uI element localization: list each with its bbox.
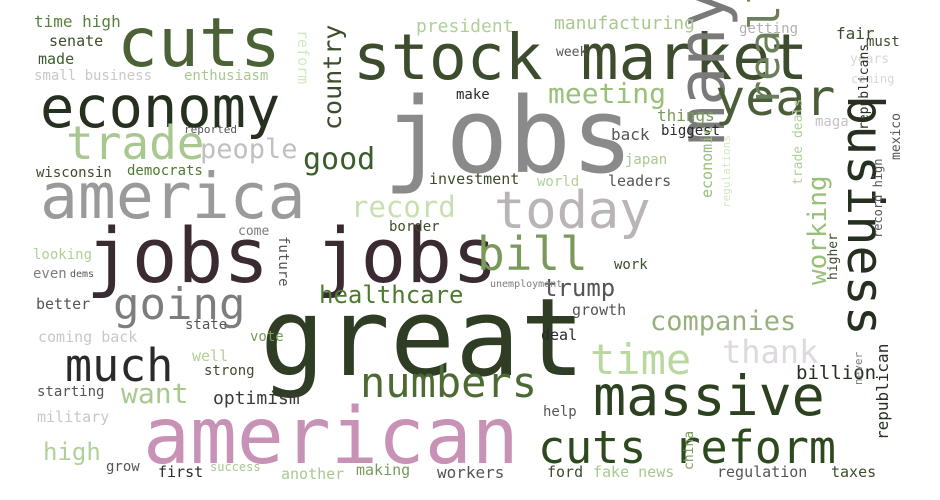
cloud-word: much [65, 339, 174, 392]
cloud-word: maga [815, 114, 849, 130]
cloud-word: military [37, 408, 110, 426]
cloud-word: looking [33, 247, 93, 263]
cloud-word: help [543, 404, 577, 420]
cloud-word: border [389, 219, 440, 235]
cloud-word: work [614, 257, 648, 273]
cloud-word: bill [477, 227, 588, 281]
cloud-word: higher [826, 233, 841, 280]
cloud-word: things [657, 106, 715, 125]
cloud-word: american [143, 392, 519, 482]
cloud-word: workers [437, 463, 505, 482]
cloud-word: ford [547, 463, 584, 481]
cloud-word: future [275, 236, 291, 287]
cloud-word: vote [250, 329, 284, 345]
cloud-word: taxes [831, 463, 877, 481]
cloud-word: economy [40, 75, 281, 141]
cloud-word: starting [37, 384, 105, 400]
cloud-word: growth [572, 301, 627, 319]
cloud-word: biggest [661, 123, 721, 139]
cloud-word: coming [851, 72, 895, 86]
cloud-word: optimism [213, 388, 300, 409]
cloud-word: meeting [548, 77, 667, 110]
cloud-word: time high [34, 12, 121, 31]
cloud-word: reform [294, 30, 312, 85]
cloud-word: come [238, 224, 270, 239]
cloud-word: healthcare [319, 281, 464, 309]
cloud-word: grow [106, 459, 140, 475]
cloud-word: fake news [593, 463, 675, 481]
cloud-word: manufacturing [554, 13, 695, 34]
cloud-word: fair [836, 24, 875, 43]
cloud-word: numbers [360, 358, 538, 407]
cloud-word: leaders [608, 172, 672, 190]
cloud-word: trump [543, 274, 616, 302]
cloud-word: trade deals [791, 98, 806, 185]
cloud-word: strong [204, 363, 255, 379]
cloud-word: success [210, 460, 261, 474]
cloud-word: republican [873, 343, 892, 440]
cloud-word: jobs jobs [86, 211, 498, 300]
cloud-word: senate [49, 32, 104, 50]
cloud-word: time [590, 335, 692, 384]
cloud-word: democrats [127, 163, 203, 179]
cloud-word: cuts [117, 4, 281, 83]
cloud-word: thank [722, 333, 819, 371]
cloud-word: cuts reform [538, 421, 837, 474]
cloud-word: wisconsin [36, 165, 112, 181]
cloud-word: enthusiasm [184, 68, 269, 84]
cloud-word: regulation [717, 463, 808, 481]
cloud-word: small business [34, 68, 153, 84]
cloud-word: stock market [353, 21, 809, 94]
cloud-word: must [866, 34, 900, 50]
cloud-word: investment [429, 170, 520, 188]
cloud-word: week [556, 45, 588, 60]
cloud-word: coming back [38, 328, 138, 346]
cloud-word: world [537, 174, 580, 190]
cloud-word: today [494, 181, 651, 241]
cloud-word: regulations [720, 135, 733, 208]
cloud-word: mexico [889, 113, 904, 160]
cloud-word: deal [541, 326, 578, 344]
cloud-word: well [192, 347, 229, 365]
cloud-word: good [303, 142, 376, 177]
cloud-word: first [158, 463, 204, 481]
cloud-word: state [185, 317, 228, 333]
cloud-word: republicans [857, 43, 872, 130]
cloud-word: people [200, 134, 298, 165]
cloud-word: years [850, 52, 890, 67]
cloud-word: dems [70, 269, 95, 280]
cloud-word: japan [625, 152, 668, 168]
cloud-word: make [456, 87, 490, 103]
cloud-word: trade [66, 116, 205, 170]
cloud-word: high [43, 438, 101, 466]
cloud-word: making [356, 461, 411, 479]
cloud-word: economic [698, 125, 716, 198]
cloud-word: massive [593, 364, 825, 428]
cloud-word: billion [796, 362, 877, 384]
cloud-word: america [40, 160, 306, 233]
cloud-word: made [38, 50, 75, 68]
cloud-word: unemployment [490, 279, 563, 290]
cloud-word: country [318, 24, 347, 130]
cloud-word: record high [871, 158, 885, 238]
cloud-word: back [611, 125, 650, 144]
cloud-word: companies [650, 306, 797, 337]
cloud-word: getting [739, 21, 799, 37]
cloud-word: really [740, 0, 789, 106]
cloud-word: want [121, 377, 189, 410]
cloud-word: great [260, 276, 586, 401]
cloud-word: never [852, 351, 865, 385]
cloud-word: china [682, 430, 697, 470]
cloud-word: record [351, 190, 456, 224]
cloud-word: jobs [383, 75, 634, 197]
cloud-word: better [36, 295, 91, 313]
cloud-word: even [33, 266, 67, 282]
cloud-word: year [715, 69, 836, 127]
cloud-word: going [113, 279, 246, 330]
cloud-word: reported [184, 123, 237, 136]
cloud-word: president [416, 16, 514, 37]
cloud-word: another [281, 465, 345, 483]
